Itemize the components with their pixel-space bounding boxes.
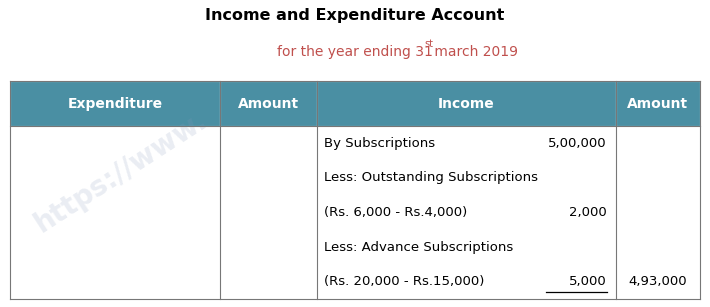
Text: st: st: [425, 39, 434, 49]
Bar: [317, 81, 616, 126]
Text: Amount: Amount: [628, 97, 689, 111]
Text: Amount: Amount: [238, 97, 300, 111]
Text: Less: Advance Subscriptions: Less: Advance Subscriptions: [324, 241, 513, 254]
Text: Less: Outstanding Subscriptions: Less: Outstanding Subscriptions: [324, 171, 538, 185]
Text: for the year ending 31: for the year ending 31: [277, 45, 433, 59]
Text: By Subscriptions: By Subscriptions: [324, 137, 435, 150]
Text: 5,00,000: 5,00,000: [548, 137, 606, 150]
Text: (Rs. 6,000 - Rs.4,000): (Rs. 6,000 - Rs.4,000): [324, 206, 467, 219]
Text: Income and Expenditure Account: Income and Expenditure Account: [205, 8, 505, 23]
Text: https://www.: https://www.: [29, 106, 212, 238]
Bar: [10, 126, 700, 299]
Text: 2,000: 2,000: [569, 206, 606, 219]
Bar: [616, 81, 700, 126]
Text: Expenditure: Expenditure: [67, 97, 163, 111]
Bar: [220, 81, 317, 126]
Text: Income: Income: [438, 97, 495, 111]
Text: march 2019: march 2019: [430, 45, 518, 59]
Text: 5,000: 5,000: [569, 275, 606, 289]
Bar: [10, 81, 220, 126]
Text: 4,93,000: 4,93,000: [628, 275, 687, 289]
Text: (Rs. 20,000 - Rs.15,000): (Rs. 20,000 - Rs.15,000): [324, 275, 484, 289]
